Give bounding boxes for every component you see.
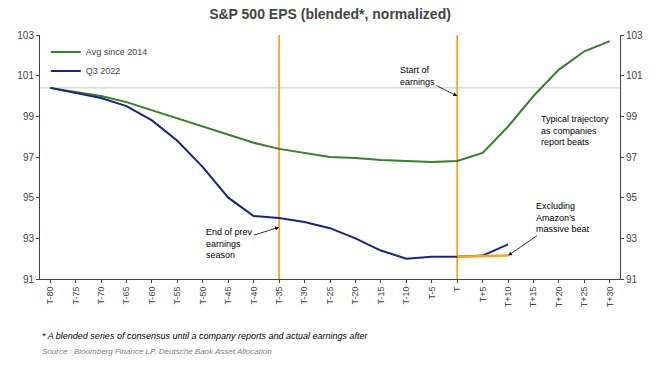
svg-text:ExcludingAmazon’smassive beat: ExcludingAmazon’smassive beat <box>536 201 590 234</box>
svg-text:101: 101 <box>626 70 643 81</box>
svg-text:T-15: T-15 <box>376 287 386 305</box>
svg-text:T+25: T+25 <box>579 287 589 308</box>
svg-text:T-65: T-65 <box>121 287 131 305</box>
svg-text:T-55: T-55 <box>172 287 182 305</box>
svg-text:Q3 2022: Q3 2022 <box>86 66 121 76</box>
svg-text:* A blended series of consensu: * A blended series of consensus until a … <box>42 331 369 341</box>
svg-text:T+20: T+20 <box>554 287 564 308</box>
svg-text:T+10: T+10 <box>503 287 513 308</box>
svg-text:T-20: T-20 <box>350 287 360 305</box>
svg-text:99: 99 <box>23 111 35 122</box>
svg-text:97: 97 <box>626 152 638 163</box>
svg-text:Avg since 2014: Avg since 2014 <box>86 47 147 57</box>
svg-text:End of prevearningsseason: End of prevearningsseason <box>206 227 253 260</box>
svg-text:T-75: T-75 <box>71 287 81 305</box>
svg-text:Typical trajectoryas companies: Typical trajectoryas companiesreport bea… <box>541 114 609 147</box>
svg-text:93: 93 <box>626 233 638 244</box>
svg-text:101: 101 <box>17 70 34 81</box>
svg-text:T-70: T-70 <box>96 287 106 305</box>
svg-text:T-50: T-50 <box>198 287 208 305</box>
svg-text:103: 103 <box>17 30 34 41</box>
svg-text:91: 91 <box>23 274 35 285</box>
svg-text:S&P 500 EPS (blended*, normali: S&P 500 EPS (blended*, normalized) <box>209 6 451 22</box>
svg-text:T+5: T+5 <box>478 287 488 303</box>
svg-text:T-80: T-80 <box>45 287 55 305</box>
svg-text:T-5: T-5 <box>427 287 437 300</box>
svg-text:T-25: T-25 <box>325 287 335 305</box>
svg-text:T-60: T-60 <box>147 287 157 305</box>
svg-text:T: T <box>452 286 462 292</box>
svg-text:T+30: T+30 <box>605 287 615 308</box>
svg-text:95: 95 <box>23 192 35 203</box>
svg-text:97: 97 <box>23 152 35 163</box>
svg-text:93: 93 <box>23 233 35 244</box>
svg-text:91: 91 <box>626 274 638 285</box>
svg-text:95: 95 <box>626 192 638 203</box>
svg-text:T-45: T-45 <box>223 287 233 305</box>
svg-text:T-35: T-35 <box>274 287 284 305</box>
svg-text:Source : Bloomberg Finance LP,: Source : Bloomberg Finance LP, Deutsche … <box>42 347 272 356</box>
svg-text:T-30: T-30 <box>299 287 309 305</box>
svg-text:T-40: T-40 <box>249 287 259 305</box>
svg-text:Start ofearnings: Start ofearnings <box>400 65 435 87</box>
svg-text:99: 99 <box>626 111 638 122</box>
svg-text:T+15: T+15 <box>528 287 538 308</box>
svg-text:103: 103 <box>626 30 643 41</box>
svg-text:T-10: T-10 <box>401 287 411 305</box>
